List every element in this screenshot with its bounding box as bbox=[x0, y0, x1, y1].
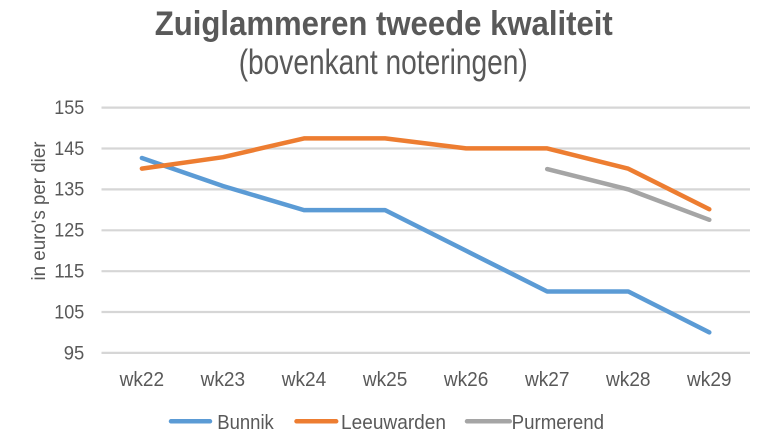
svg-text:wk29: wk29 bbox=[686, 369, 731, 391]
svg-text:115: 115 bbox=[54, 261, 84, 283]
svg-text:95: 95 bbox=[64, 342, 85, 364]
svg-text:Leeuwarden: Leeuwarden bbox=[341, 411, 446, 434]
svg-text:Zuiglammeren tweede kwaliteit: Zuiglammeren tweede kwaliteit bbox=[155, 5, 613, 43]
svg-text:145: 145 bbox=[54, 138, 84, 160]
svg-text:wk23: wk23 bbox=[200, 369, 245, 391]
svg-text:125: 125 bbox=[54, 220, 84, 242]
svg-text:Purmerend: Purmerend bbox=[512, 411, 604, 434]
svg-text:135: 135 bbox=[54, 179, 84, 201]
svg-text:wk26: wk26 bbox=[443, 369, 488, 391]
svg-text:wk24: wk24 bbox=[281, 369, 326, 391]
svg-text:155: 155 bbox=[54, 97, 84, 119]
svg-text:105: 105 bbox=[54, 301, 84, 323]
svg-text:Bunnik: Bunnik bbox=[217, 411, 274, 434]
svg-text:wk28: wk28 bbox=[605, 369, 650, 391]
svg-text:(bovenkant noteringen): (bovenkant noteringen) bbox=[239, 43, 528, 82]
svg-text:in euro's per dier: in euro's per dier bbox=[28, 141, 50, 280]
svg-text:wk22: wk22 bbox=[119, 369, 164, 391]
svg-text:wk25: wk25 bbox=[362, 369, 407, 391]
svg-text:wk27: wk27 bbox=[524, 369, 569, 391]
